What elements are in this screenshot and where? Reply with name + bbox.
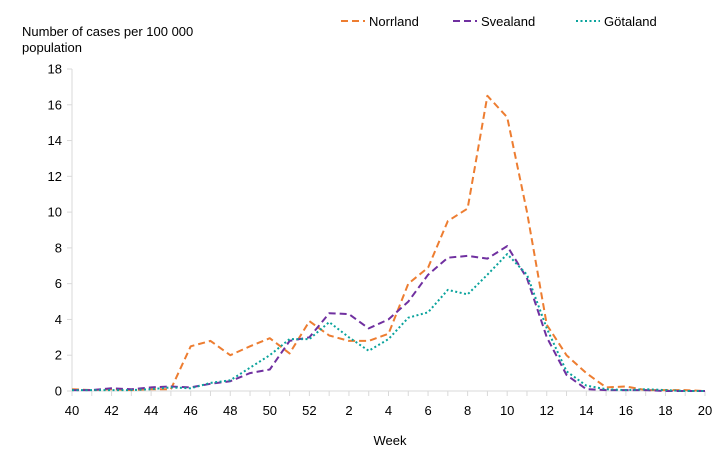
series-line-g-taland bbox=[72, 253, 705, 392]
x-tick-label: 48 bbox=[223, 403, 237, 418]
x-tick-label: 14 bbox=[579, 403, 593, 418]
legend-label-g-taland: Götaland bbox=[604, 14, 657, 29]
y-tick-label: 14 bbox=[48, 133, 62, 148]
y-tick-label: 18 bbox=[48, 62, 62, 77]
x-tick-label: 52 bbox=[302, 403, 316, 418]
legend-label-norrland: Norrland bbox=[369, 14, 419, 29]
y-tick-label: 8 bbox=[55, 240, 62, 255]
x-tick-label: 4 bbox=[385, 403, 392, 418]
x-tick-label: 16 bbox=[619, 403, 633, 418]
y-tick-label: 6 bbox=[55, 276, 62, 291]
series-line-norrland bbox=[71, 94, 706, 392]
y-tick-label: 4 bbox=[55, 312, 62, 327]
legend: Norrland Svealand Götaland bbox=[341, 14, 657, 29]
x-axis-title: Week bbox=[374, 433, 407, 448]
x-tick-label: 50 bbox=[263, 403, 277, 418]
series-line-svealand bbox=[72, 245, 705, 392]
y-tick-label: 12 bbox=[48, 169, 62, 184]
x-axis: 40 42 44 46 48 50 52 2 4 6 8 10 12 14 16 18 20 bbox=[65, 390, 712, 418]
y-tick-label: 16 bbox=[48, 97, 62, 112]
x-tick-label: 46 bbox=[183, 403, 197, 418]
x-tick-label: 20 bbox=[698, 403, 712, 418]
x-tick-label: 10 bbox=[500, 403, 514, 418]
x-tick-label: 6 bbox=[424, 403, 431, 418]
x-tick-label: 40 bbox=[65, 403, 79, 418]
y-axis-title-line-1: Number of cases per 100 000 bbox=[22, 24, 193, 39]
y-tick-label: 2 bbox=[55, 348, 62, 363]
x-tick-label: 12 bbox=[540, 403, 554, 418]
x-tick-label: 8 bbox=[464, 403, 471, 418]
series-lines bbox=[71, 94, 706, 392]
x-tick-label: 2 bbox=[345, 403, 352, 418]
x-tick-label: 42 bbox=[104, 403, 118, 418]
x-tick-label: 18 bbox=[658, 403, 672, 418]
legend-label-svealand: Svealand bbox=[481, 14, 535, 29]
y-axis-title-line-2: population bbox=[22, 40, 82, 55]
y-tick-label: 0 bbox=[55, 384, 62, 399]
y-tick-label: 10 bbox=[48, 205, 62, 220]
x-tick-label: 44 bbox=[144, 403, 158, 418]
y-axis: 0 2 4 6 8 10 12 14 16 18 bbox=[48, 62, 73, 399]
